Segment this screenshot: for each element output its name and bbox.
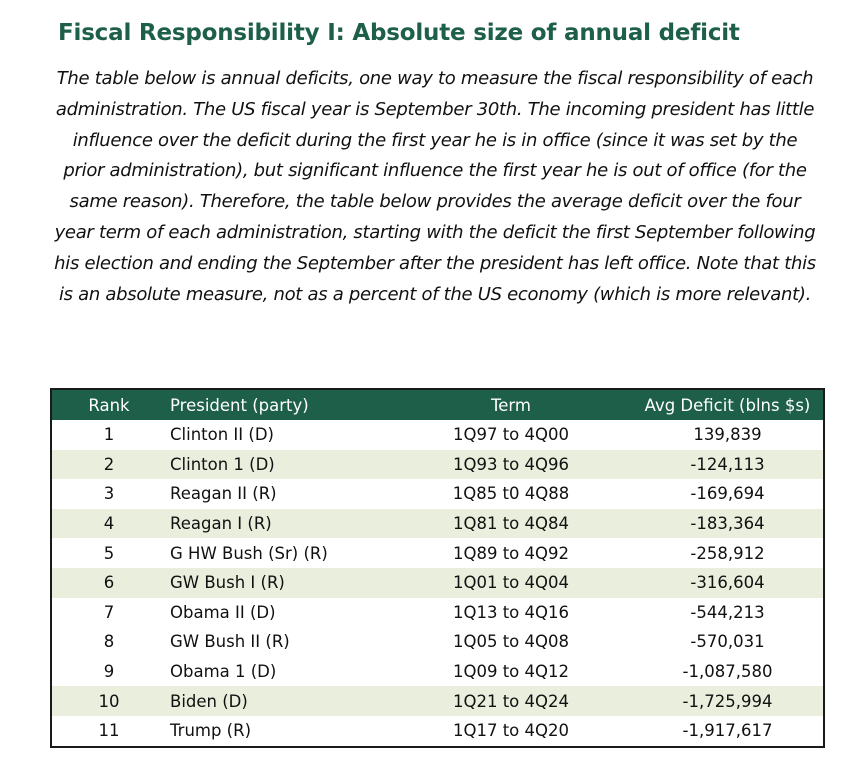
cell-term: 1Q81 to 4Q84 <box>390 508 632 539</box>
cell-president: Biden (D) <box>166 686 390 716</box>
cell-term: 1Q89 to 4Q92 <box>452 543 569 563</box>
cell-president: Obama 1 (D) <box>170 662 277 682</box>
cell-term: 1Q97 to 4Q00 <box>452 425 569 445</box>
table-row: 4 Reagan I (R) 1Q81 to 4Q84 -183,364 <box>51 508 824 539</box>
table-row: 5 G HW Bush (Sr) (R) 1Q89 to 4Q92 -258,9… <box>51 538 824 568</box>
table-row: 8 GW Bush II (R) 1Q05 to 4Q08 -570,031 <box>51 627 824 657</box>
cell-deficit: 139,839 <box>693 425 762 445</box>
cell-president: GW Bush I (R) <box>166 567 390 598</box>
table-row: 1 Clinton II (D) 1Q97 to 4Q00 139,839 <box>51 420 824 450</box>
cell-rank: 6 <box>51 567 166 598</box>
table-row: 9 Obama 1 (D) 1Q09 to 4Q12 -1,087,580 <box>51 657 824 687</box>
cell-deficit: -258,912 <box>690 543 765 563</box>
table-row: 6 GW Bush I (R) 1Q01 to 4Q04 -316,604 <box>51 567 824 598</box>
header-president: President (party) <box>166 389 390 420</box>
cell-president: Trump (R) <box>170 721 252 741</box>
header-rank: Rank <box>51 389 166 420</box>
table-row: 2 Clinton 1 (D) 1Q93 to 4Q96 -124,113 <box>51 449 824 480</box>
cell-rank: 11 <box>98 721 120 741</box>
cell-term: 1Q09 to 4Q12 <box>452 662 569 682</box>
cell-deficit: -544,213 <box>690 602 765 622</box>
cell-term: 1Q05 to 4Q08 <box>452 632 569 652</box>
cell-deficit: -1,725,994 <box>632 686 824 716</box>
cell-term: 1Q93 to 4Q96 <box>390 449 632 480</box>
cell-rank: 8 <box>103 632 115 652</box>
cell-term: 1Q21 to 4Q24 <box>390 686 632 716</box>
cell-deficit: -1,917,617 <box>682 721 773 741</box>
cell-term: 1Q13 to 4Q16 <box>452 602 569 622</box>
table-row: 7 Obama II (D) 1Q13 to 4Q16 -544,213 <box>51 598 824 628</box>
page-title: Fiscal Responsibility I: Absolute size o… <box>58 20 740 46</box>
table-row: 10 Biden (D) 1Q21 to 4Q24 -1,725,994 <box>51 686 824 716</box>
cell-rank: 2 <box>51 449 166 480</box>
cell-president: Clinton 1 (D) <box>166 449 390 480</box>
cell-term: 1Q01 to 4Q04 <box>390 567 632 598</box>
deficit-table: Rank President (party) Term Avg Deficit … <box>50 388 825 748</box>
cell-deficit: -169,694 <box>690 484 765 504</box>
cell-president: Reagan II (R) <box>170 484 277 504</box>
cell-rank: 1 <box>103 425 115 445</box>
cell-president: GW Bush II (R) <box>170 632 290 652</box>
cell-president: Obama II (D) <box>170 602 276 622</box>
cell-president: Reagan I (R) <box>166 508 390 539</box>
cell-rank: 5 <box>103 543 115 563</box>
table-row: 11 Trump (R) 1Q17 to 4Q20 -1,917,617 <box>51 716 824 747</box>
cell-deficit: -570,031 <box>690 632 765 652</box>
cell-term: 1Q17 to 4Q20 <box>452 721 569 741</box>
header-term: Term <box>390 389 632 420</box>
cell-president: G HW Bush (Sr) (R) <box>170 543 328 563</box>
cell-deficit: -1,087,580 <box>682 662 773 682</box>
cell-rank: 10 <box>51 686 166 716</box>
cell-rank: 7 <box>103 602 115 622</box>
cell-deficit: -124,113 <box>632 449 824 480</box>
table-row: 3 Reagan II (R) 1Q85 t0 4Q88 -169,694 <box>51 479 824 509</box>
description-paragraph: The table below is annual deficits, one … <box>54 68 816 305</box>
cell-term: 1Q85 t0 4Q88 <box>452 484 570 504</box>
table-header-row: Rank President (party) Term Avg Deficit … <box>51 389 824 420</box>
cell-deficit: -183,364 <box>632 508 824 539</box>
cell-president: Clinton II (D) <box>170 425 274 445</box>
cell-deficit: -316,604 <box>632 567 824 598</box>
cell-rank: 3 <box>103 484 115 504</box>
header-avg-deficit: Avg Deficit (blns $s) <box>632 389 824 420</box>
cell-rank: 4 <box>51 508 166 539</box>
cell-rank: 9 <box>103 662 115 682</box>
